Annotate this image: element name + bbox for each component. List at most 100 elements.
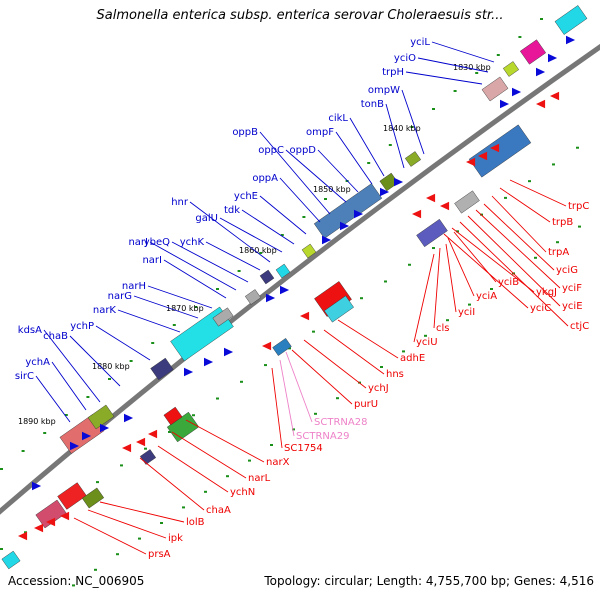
feature-block[interactable] (404, 151, 422, 167)
forward-gene-arrow[interactable] (100, 423, 110, 433)
feature-block[interactable] (1, 550, 21, 570)
reverse-gene-label[interactable]: cls (436, 323, 450, 334)
reverse-gene-arrow[interactable] (536, 99, 546, 109)
forward-gene-label[interactable]: ompF (306, 127, 334, 138)
feature-block[interactable] (212, 307, 234, 327)
forward-gene-label[interactable]: tonB (361, 99, 384, 110)
forward-gene-arrow[interactable] (548, 53, 558, 63)
reverse-gene-label[interactable]: yciI (458, 307, 475, 318)
forward-gene-label[interactable]: narG (108, 291, 132, 302)
reverse-gene-label[interactable]: yciU (416, 337, 438, 348)
reverse-gene-label[interactable]: trpC (568, 201, 589, 212)
reverse-gene-arrow[interactable] (426, 193, 436, 203)
forward-gene-arrow[interactable] (500, 99, 510, 109)
reverse-gene-label[interactable]: adhE (400, 353, 425, 364)
forward-gene-label[interactable]: oppA (252, 173, 278, 184)
reverse-gene-label[interactable]: yciA (476, 291, 497, 302)
reverse-gene-arrow[interactable] (440, 201, 450, 211)
forward-gene-label[interactable]: cikL (328, 113, 348, 124)
forward-gene-label[interactable]: narH (122, 281, 146, 292)
feature-block[interactable] (150, 357, 174, 381)
feature-block[interactable] (301, 243, 317, 259)
feature-block[interactable] (163, 406, 183, 426)
forward-gene-arrow[interactable] (380, 187, 390, 197)
reverse-gene-arrow[interactable] (466, 157, 476, 167)
forward-gene-label[interactable]: ybeQ (144, 237, 170, 248)
forward-gene-label[interactable]: narI (142, 255, 162, 266)
reverse-gene-label[interactable]: ykgJ (536, 287, 557, 298)
reverse-gene-arrow[interactable] (550, 91, 560, 101)
feature-block[interactable] (244, 289, 262, 305)
forward-gene-label[interactable]: oppD (289, 145, 316, 156)
rna-gene-label[interactable]: SCTRNA29 (296, 431, 349, 442)
feature-block[interactable] (259, 269, 275, 285)
forward-gene-arrow[interactable] (354, 209, 364, 219)
forward-gene-arrow[interactable] (224, 347, 234, 357)
feature-block[interactable] (519, 39, 547, 65)
reverse-gene-label[interactable]: ipk (168, 533, 183, 544)
forward-gene-arrow[interactable] (184, 367, 194, 377)
forward-gene-label[interactable]: galU (195, 213, 218, 224)
forward-gene-label[interactable]: tdk (224, 205, 240, 216)
reverse-gene-arrow[interactable] (122, 443, 132, 453)
feature-block[interactable] (416, 218, 448, 248)
forward-gene-label[interactable]: ychE (234, 191, 258, 202)
reverse-gene-label[interactable]: hns (386, 369, 404, 380)
reverse-gene-label[interactable]: narL (248, 473, 271, 484)
forward-gene-arrow[interactable] (536, 67, 546, 77)
forward-gene-label[interactable]: yciO (394, 53, 416, 64)
forward-gene-arrow[interactable] (566, 35, 576, 45)
forward-gene-arrow[interactable] (204, 357, 214, 367)
forward-gene-arrow[interactable] (394, 177, 404, 187)
reverse-gene-label[interactable]: ychJ (368, 383, 389, 394)
forward-gene-label[interactable]: kdsA (18, 325, 42, 336)
reverse-gene-label[interactable]: yciF (562, 283, 582, 294)
forward-gene-label[interactable]: ychK (180, 237, 205, 248)
forward-gene-arrow[interactable] (340, 221, 350, 231)
reverse-gene-arrow[interactable] (34, 523, 44, 533)
rna-gene-label[interactable]: SCTRNA28 (314, 417, 367, 428)
reverse-gene-label[interactable]: SC1754 (284, 443, 323, 454)
gene-features[interactable] (1, 5, 588, 570)
forward-gene-arrow[interactable] (32, 481, 42, 491)
reverse-gene-arrow[interactable] (60, 511, 70, 521)
reverse-gene-label[interactable]: trpB (552, 217, 573, 228)
forward-gene-label[interactable]: narJ (128, 237, 148, 248)
gene-labels[interactable]: yciL yciO trpH ompW tonB cikL ompF oppD oppCoppB… (15, 37, 589, 560)
reverse-gene-label[interactable]: yciG (556, 265, 578, 276)
feature-block[interactable] (57, 482, 87, 510)
reverse-gene-arrow[interactable] (136, 437, 146, 447)
reverse-gene-label[interactable]: yciB (498, 277, 519, 288)
reverse-gene-label[interactable]: ctjC (570, 321, 589, 332)
reverse-gene-arrow[interactable] (490, 143, 500, 153)
feature-block[interactable] (313, 183, 383, 239)
forward-gene-label[interactable]: yciL (410, 37, 430, 48)
reverse-gene-label[interactable]: chaA (206, 505, 231, 516)
forward-gene-label[interactable]: trpH (382, 67, 404, 78)
reverse-gene-label[interactable]: prsA (148, 549, 171, 560)
feature-block[interactable] (272, 338, 292, 356)
forward-gene-label[interactable]: chaB (43, 331, 68, 342)
feature-block[interactable] (35, 499, 67, 529)
reverse-gene-label[interactable]: trpA (548, 247, 569, 258)
feature-block[interactable] (275, 263, 291, 279)
feature-block[interactable] (379, 172, 399, 192)
feature-block[interactable] (81, 487, 105, 509)
forward-gene-label[interactable]: ompW (368, 85, 400, 96)
forward-gene-arrow[interactable] (124, 413, 134, 423)
feature-block[interactable] (87, 404, 115, 430)
forward-gene-label[interactable]: hnr (171, 197, 189, 208)
reverse-gene-arrow[interactable] (148, 429, 158, 439)
feature-block[interactable] (468, 124, 532, 178)
feature-block[interactable] (139, 449, 157, 465)
reverse-gene-label[interactable]: yciC (530, 303, 551, 314)
feature-block[interactable] (554, 5, 588, 35)
forward-gene-arrow[interactable] (70, 441, 80, 451)
forward-gene-label[interactable]: oppB (232, 127, 258, 138)
forward-gene-label[interactable]: sirC (15, 371, 34, 382)
reverse-gene-arrow[interactable] (300, 311, 310, 321)
reverse-gene-label[interactable]: lolB (186, 517, 205, 528)
reverse-gene-arrow[interactable] (412, 209, 422, 219)
forward-gene-label[interactable]: ychP (70, 321, 94, 332)
